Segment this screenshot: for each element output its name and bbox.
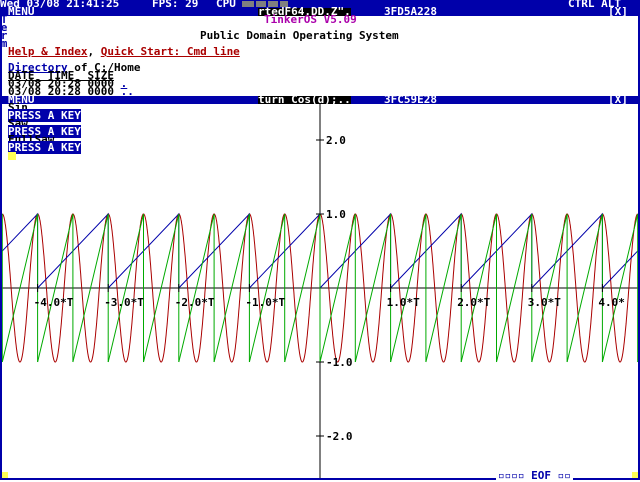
cpu-label: CPU: [216, 0, 236, 8]
menu-button[interactable]: MENU: [8, 8, 35, 16]
eof-marker: ▫▫▫▫ EOF ▫▫: [496, 472, 573, 480]
x-tick-label: 4.0*: [598, 296, 625, 309]
saw-series: [602, 214, 638, 288]
x-tick-label: -4.0*T: [34, 296, 74, 309]
press-key-prompt: PRESS A KEY: [8, 141, 81, 154]
os-subtitle: Public Domain Operating System: [200, 32, 399, 40]
y-tick-label: -2.0: [326, 430, 353, 443]
x-tick-label: -2.0*T: [175, 296, 215, 309]
output-line: PRESS A KEY: [8, 144, 81, 152]
x-tick-label: 1.0*T: [387, 296, 420, 309]
graph-close-button[interactable]: [X]: [608, 96, 628, 104]
resize-corner-bl[interactable]: [2, 472, 8, 478]
graph-task-address: 3FC59E28: [384, 96, 437, 104]
x-tick-label: -1.0*T: [245, 296, 285, 309]
help-line: Help & Index, Quick Start: Cmd line: [8, 48, 240, 56]
help-index-link[interactable]: Help & Index: [8, 45, 87, 58]
resize-corner-br[interactable]: [632, 472, 638, 478]
graph-window-title[interactable]: turn Cos(d);..: [258, 96, 351, 104]
x-tick-label: 3.0*T: [528, 296, 561, 309]
x-tick-label: -3.0*T: [104, 296, 144, 309]
x-tick-label: 2.0*T: [457, 296, 490, 309]
task-address: 3FD5A228: [384, 8, 437, 16]
link-separator: ,: [87, 45, 94, 58]
y-tick-label: 2.0: [326, 134, 346, 147]
fps-counter: FPS: 29: [152, 0, 198, 8]
close-button[interactable]: [X]: [608, 8, 628, 16]
y-tick-label: 1.0: [326, 208, 346, 221]
os-title: TinkerOS V5.09: [264, 16, 357, 24]
cpu-meter-1: [242, 1, 254, 7]
graph-window-titlebar[interactable]: MENU turn Cos(d);.. 3FC59E28 [X]: [0, 96, 640, 104]
text-cursor[interactable]: [8, 152, 16, 160]
y-tick-label: -1.0: [326, 356, 353, 369]
term-side-label: Term: [0, 16, 8, 48]
saw-series: [2, 214, 38, 288]
quick-start-link[interactable]: Quick Start: Cmd line: [101, 45, 240, 58]
waveform-plot: -4.0*T -3.0*T -2.0*T -1.0*T 1.0*T 2.0*T 3.0*T 4…: [2, 104, 638, 478]
